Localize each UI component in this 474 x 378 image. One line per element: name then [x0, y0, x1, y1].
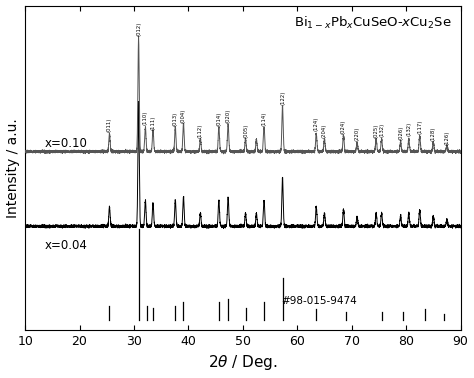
Text: (128): (128): [431, 127, 436, 141]
Text: (132): (132): [406, 122, 411, 136]
Text: (111): (111): [151, 115, 155, 130]
Text: x=0.10: x=0.10: [44, 137, 87, 150]
Text: (005): (005): [243, 123, 248, 138]
Text: (220): (220): [355, 126, 360, 141]
Text: (204): (204): [322, 124, 327, 138]
Text: (132): (132): [379, 122, 384, 136]
Text: (112): (112): [198, 123, 203, 138]
Text: (122): (122): [280, 90, 285, 105]
Text: #98-015-9474: #98-015-9474: [281, 296, 356, 306]
Text: (020): (020): [226, 108, 231, 123]
X-axis label: $2\theta$ / Deg.: $2\theta$ / Deg.: [208, 353, 278, 372]
Text: (025): (025): [374, 123, 379, 138]
Text: (004): (004): [181, 109, 186, 124]
Text: (014): (014): [216, 112, 221, 126]
Text: (126): (126): [445, 130, 449, 144]
Text: (026): (026): [398, 126, 403, 140]
Text: (110): (110): [143, 111, 148, 125]
Text: (124): (124): [314, 117, 319, 132]
Y-axis label: Intensity / a.u.: Intensity / a.u.: [6, 118, 19, 218]
Text: (013): (013): [173, 112, 178, 126]
Text: Bi$_{1-x}$Pb$_x$CuSeO-$x$Cu$_2$Se: Bi$_{1-x}$Pb$_x$CuSeO-$x$Cu$_2$Se: [294, 15, 452, 31]
Text: (114): (114): [262, 112, 266, 126]
Text: (117): (117): [417, 119, 422, 134]
Text: (011): (011): [107, 118, 112, 132]
Text: x=0.04: x=0.04: [44, 239, 87, 252]
Text: (024): (024): [341, 120, 346, 134]
Text: (012): (012): [136, 22, 141, 36]
